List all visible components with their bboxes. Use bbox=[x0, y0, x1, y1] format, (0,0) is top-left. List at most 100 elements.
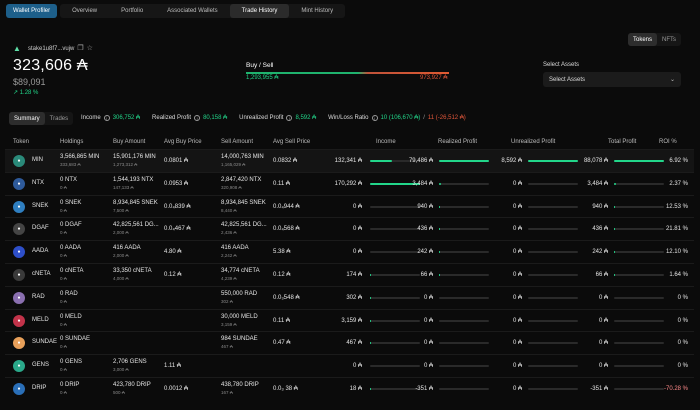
col-buy-amount[interactable]: Buy Amount bbox=[113, 139, 146, 145]
income-value: 0 ₳ bbox=[352, 226, 362, 233]
income-bar-track bbox=[370, 160, 420, 162]
token-name: DRIP bbox=[32, 384, 47, 391]
col-income[interactable]: Income bbox=[376, 139, 396, 145]
realized-profit-value: 242 ₳ bbox=[417, 249, 433, 256]
realized-profit-bar-fill bbox=[439, 251, 441, 254]
wallet-profiler-button[interactable]: Wallet Profiler bbox=[6, 4, 58, 18]
table-row[interactable]: ● cNETA 0 cNETA 0 ₳ 33,350 cNETA 4,000 ₳ 0.12 … bbox=[5, 262, 694, 286]
realized-profit-bar-track bbox=[439, 273, 489, 276]
table-row[interactable]: ● SUNDAE 0 SUNDAE 0 ₳ 984 SUNDAE 467 ₳ 0.47 ₳ 4… bbox=[5, 331, 694, 354]
token-name: MIN bbox=[32, 157, 43, 163]
table-row[interactable]: ● RAD 0 RAD 0 ₳ 550,000 RAD 302 ₳ 0.0₃548 ₳ 302… bbox=[5, 285, 694, 309]
tab-associated-wallets[interactable]: Associated Wallets bbox=[167, 8, 218, 14]
holdings-ada: 0 ₳ bbox=[60, 207, 67, 213]
info-icon[interactable]: i bbox=[194, 115, 201, 121]
select-assets-dropdown[interactable]: Select Assets ⌄ bbox=[543, 72, 681, 87]
table-row[interactable]: ● MIN 3,566,865 MIN 333,683 ₳ 15,901,176 MIN… bbox=[5, 149, 694, 172]
table-row[interactable]: ● SNEK 0 SNEK 0 ₳ 8,934,845 SNEK 7,500 ₳ 0.0₄8… bbox=[5, 194, 694, 218]
col-token[interactable]: Token bbox=[13, 139, 30, 145]
info-icon[interactable]: i bbox=[371, 115, 378, 121]
buy-sell-title: Buy / Sell bbox=[246, 62, 274, 69]
table-row[interactable]: ● MELD 0 MELD 0 ₳ 30,000 MELD 3,159 ₳ 0.11 ₳ 3,… bbox=[5, 308, 694, 332]
token-name: DGAF bbox=[32, 225, 49, 232]
tokens-nfts-toggle: Tokens NFTs bbox=[628, 33, 682, 46]
summary-metrics: Income i 306,752 ₳ Realized Profit i 80,… bbox=[81, 115, 478, 121]
roi-value: 12.10 % bbox=[665, 249, 688, 256]
realized-profit-value: 79,486 ₳ bbox=[408, 158, 433, 164]
copy-icon[interactable]: ❐ bbox=[77, 45, 84, 52]
holdings: 0 GENS bbox=[60, 359, 83, 366]
col-holdings[interactable]: Holdings bbox=[60, 139, 84, 145]
token-name: RAD bbox=[32, 293, 45, 300]
tab-trades[interactable]: Trades bbox=[49, 115, 69, 122]
holdings-ada: 0 ₳ bbox=[60, 389, 67, 395]
token-name: SUNDAE bbox=[32, 339, 58, 346]
token-icon: ● bbox=[13, 314, 25, 327]
select-assets-placeholder: Select Assets bbox=[549, 76, 586, 83]
loss-value: 11 (-26,512 ₳) bbox=[427, 115, 466, 121]
avg-buy-price: 0.12 ₳ bbox=[164, 271, 182, 278]
col-avg-buy-price[interactable]: Avg Buy Price bbox=[164, 139, 202, 145]
table-row[interactable]: ● NTX 0 NTX 0 ₳ 1,544,193 NTX 147,133 ₳ 0.0953… bbox=[5, 171, 694, 195]
unrealized-profit-bar-track bbox=[528, 365, 578, 368]
income-bar-fill bbox=[370, 296, 372, 299]
tab-mint-history[interactable]: Mint History bbox=[301, 8, 334, 14]
info-icon[interactable]: i bbox=[286, 115, 293, 121]
unrealized-profit-bar-track bbox=[528, 296, 578, 299]
buy-amount-ada: 3,000 ₳ bbox=[113, 367, 129, 373]
tab-portfolio[interactable]: Portfolio bbox=[121, 8, 144, 14]
total-profit-value: 0 ₳ bbox=[598, 363, 608, 370]
nfts-toggle[interactable]: NFTs bbox=[662, 36, 677, 43]
sell-amount-ada: 4,239 ₳ bbox=[221, 275, 237, 281]
table-row[interactable]: ● DGAF 0 DGAF 0 ₳ 42,825,561 DG... 2,000 ₳ 0.0… bbox=[5, 217, 694, 240]
tokens-toggle[interactable]: Tokens bbox=[628, 33, 658, 46]
realized-profit-bar-fill bbox=[439, 205, 441, 208]
wallet-address-row: ▲ stake1u8f7...vujw ❐ ☆ bbox=[13, 45, 93, 53]
sell-amount-ada: 2,436 ₳ bbox=[221, 230, 237, 236]
col-avg-sell-price[interactable]: Avg Sell Price bbox=[273, 139, 311, 145]
total-profit-bar-fill bbox=[614, 251, 616, 254]
table-row[interactable]: ● AADA 0 AADA 0 ₳ 416 AADA 2,000 ₳ 4.80 ₳ 416 A… bbox=[5, 240, 694, 263]
total-profit-value: 0 ₳ bbox=[598, 294, 608, 301]
tab-trade-history[interactable]: Trade History bbox=[229, 4, 290, 18]
holdings: 0 MELD bbox=[60, 313, 82, 320]
sell-amount: 30,000 MELD bbox=[221, 313, 258, 320]
tab-overview[interactable]: Overview bbox=[72, 8, 98, 14]
realized-profit-value: 0 ₳ bbox=[423, 363, 433, 370]
holdings-ada: 0 ₳ bbox=[60, 184, 67, 190]
buy-amount: 1,544,193 NTX bbox=[113, 176, 154, 183]
col-unrealized-profit[interactable]: Unrealized Profit bbox=[511, 139, 556, 145]
holdings: 0 AADA bbox=[60, 245, 82, 252]
income-bar-track bbox=[370, 228, 420, 231]
unrealized-profit-bar-track bbox=[528, 205, 578, 208]
buy-amount-ada: 4,000 ₳ bbox=[113, 275, 129, 281]
avg-sell-price: 0.11 ₳ bbox=[273, 317, 290, 324]
star-icon[interactable]: ☆ bbox=[86, 45, 93, 52]
avg-buy-price: 0.0₄839 ₳ bbox=[164, 203, 191, 210]
avg-sell-price: 0.0₃ 38 ₳ bbox=[273, 385, 298, 392]
total-profit-bar-fill bbox=[614, 182, 616, 185]
col-roi[interactable]: ROI % bbox=[659, 139, 677, 145]
info-icon[interactable]: i bbox=[103, 115, 110, 121]
table-row[interactable]: ● GENS 0 GENS 0 ₳ 2,706 GENS 3,000 ₳ 1.11 ₳ 0 ₳… bbox=[5, 354, 694, 377]
holdings-ada: 0 ₳ bbox=[60, 344, 67, 350]
buy-amount: 416 AADA bbox=[113, 245, 141, 252]
tab-summary[interactable]: Summary bbox=[9, 112, 45, 125]
col-total-profit[interactable]: Total Profit bbox=[608, 139, 637, 145]
col-sell-amount[interactable]: Sell Amount bbox=[221, 139, 254, 145]
holdings-ada: 0 ₳ bbox=[60, 275, 67, 281]
roi-value: 0 % bbox=[677, 294, 688, 301]
buy-sell-bar bbox=[246, 72, 449, 74]
holdings-ada: 0 ₳ bbox=[60, 230, 67, 236]
buy-amount-ada: 7,500 ₳ bbox=[113, 207, 129, 213]
realized-profit-bar-track bbox=[439, 182, 489, 185]
realized-profit-bar-track bbox=[439, 365, 489, 368]
total-profit-bar-track bbox=[614, 251, 664, 254]
unrealized-profit-bar-track bbox=[528, 273, 578, 276]
table-row[interactable]: ● DRIP 0 DRIP 0 ₳ 423,780 DRIP 500 ₳ 0.0012 ₳ 4… bbox=[5, 376, 694, 400]
realized-profit-value: -351 ₳ bbox=[415, 385, 433, 392]
buy-amount: 423,780 DRIP bbox=[113, 381, 151, 388]
col-realized-profit[interactable]: Realized Profit bbox=[438, 139, 478, 145]
buy-amount: 33,350 cNETA bbox=[113, 267, 152, 274]
roi-value: 1.64 % bbox=[669, 271, 688, 278]
